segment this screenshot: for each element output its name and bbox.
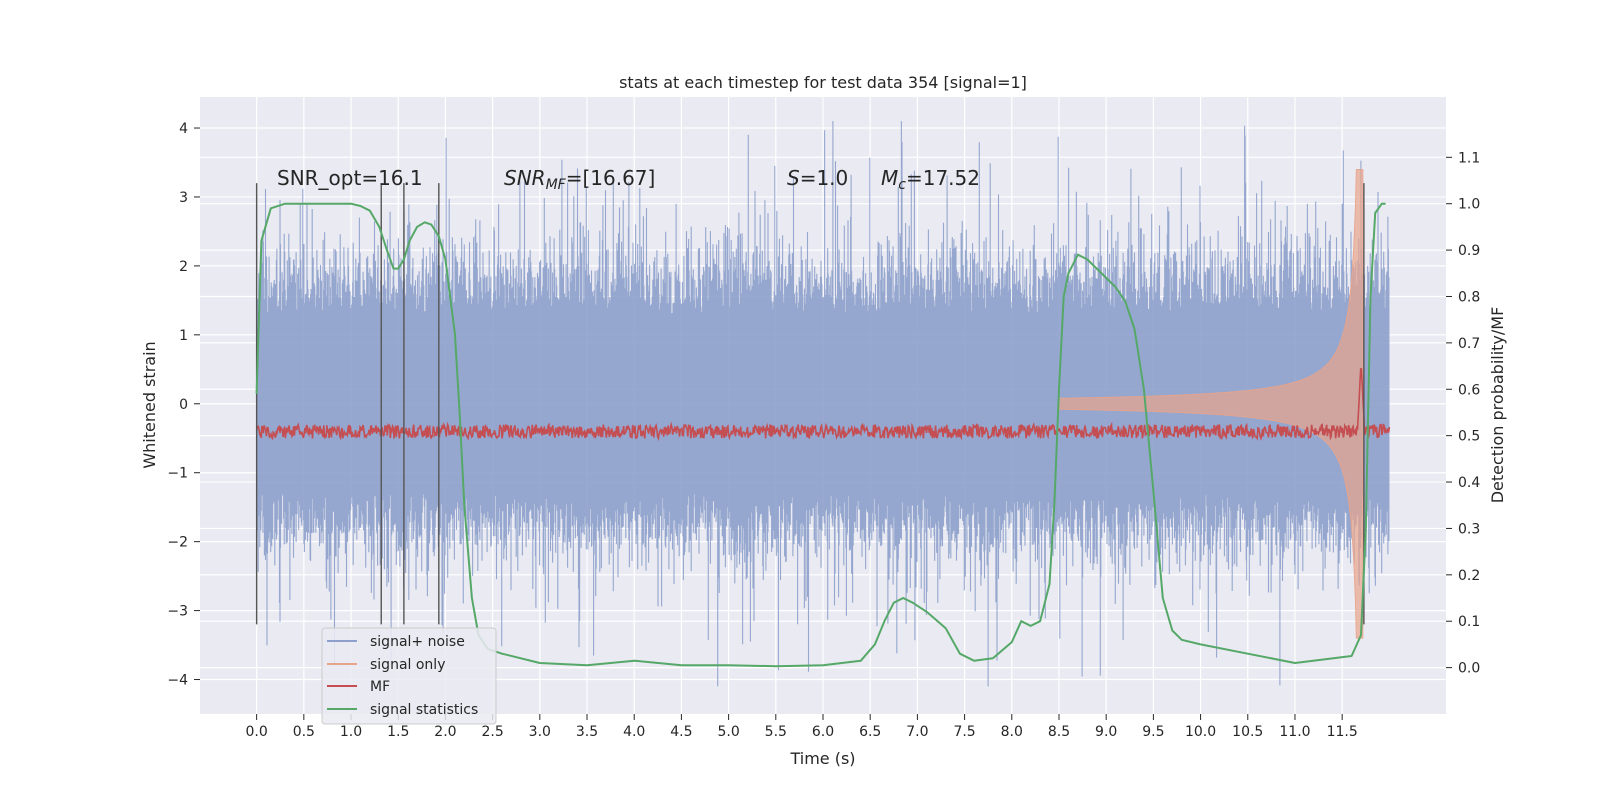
x-tick-label: 3.0: [529, 724, 551, 740]
x-tick-label: 1.5: [387, 724, 409, 740]
annotation-s-label: S: [787, 166, 800, 190]
annotation-snr-opt: SNR_opt=16.1: [277, 166, 423, 190]
x-tick-label: 0.5: [293, 724, 315, 740]
chart-title: stats at each timestep for test data 354…: [619, 73, 1027, 92]
y2-tick-label: 0.8: [1458, 289, 1480, 305]
series-signal-statistics: [255, 202, 1386, 668]
y2-tick-label: 1.1: [1458, 150, 1480, 166]
y-axis-label: Whitened strain: [140, 341, 159, 468]
x-tick-label: 11.0: [1279, 724, 1310, 740]
legend: signal+ noise signal only MF signal stat…: [321, 627, 497, 725]
annotation-snr-mf-sub: MF: [546, 177, 567, 193]
x-tick-label: 2.0: [434, 724, 456, 740]
x-tick-label: 10.0: [1185, 724, 1216, 740]
x-tick-label: 0.0: [246, 724, 268, 740]
x-tick-label: 6.5: [859, 724, 881, 740]
ticks: 0.0 0.5 1.0 1.5 2.0 2.5 3.0 3.5 4.0 4.5 5.0 5.5 6.0 6…: [167, 121, 1480, 740]
x-tick-label: 9.0: [1095, 724, 1117, 740]
annotation-s: S=1.0: [787, 166, 848, 190]
signal-statistics-line: [255, 202, 1386, 668]
y-tick-label: −2: [167, 535, 188, 551]
y-tick-label: −4: [167, 673, 188, 689]
x-tick-label: 6.0: [812, 724, 834, 740]
x-tick-label: 5.0: [717, 724, 739, 740]
y2-axis-label: Detection probability/MF: [1488, 307, 1507, 504]
x-tick-label: 10.5: [1232, 724, 1263, 740]
annotation-mc: Mc=17.52: [881, 166, 980, 193]
x-tick-label: 5.5: [765, 724, 787, 740]
legend-frame: [321, 627, 497, 725]
y2-tick-label: 0.2: [1458, 568, 1480, 584]
y2-tick-label: 0.6: [1458, 382, 1480, 398]
y2-tick-label: 0.5: [1458, 429, 1480, 445]
annotation-snr-mf-label: SNR: [504, 166, 546, 190]
series-mf: [255, 368, 1391, 442]
legend-label-signal-only: signal only: [370, 657, 445, 673]
y-tick-label: 1: [179, 328, 188, 344]
x-tick-label: 2.5: [481, 724, 503, 740]
y-tick-label: 2: [179, 259, 188, 275]
y2-tick-label: 0.4: [1458, 475, 1480, 491]
x-tick-label: 7.0: [906, 724, 928, 740]
y2-tick-label: 1.0: [1458, 197, 1480, 213]
legend-label-mf: MF: [370, 679, 390, 695]
x-tick-label: 8.0: [1001, 724, 1023, 740]
y2-tick-label: 0.0: [1458, 661, 1480, 677]
y2-tick-label: 0.9: [1458, 243, 1480, 259]
signal-only-envelope: [1058, 168, 1364, 639]
mf-line: [255, 368, 1391, 442]
y-tick-label: 0: [179, 397, 188, 413]
x-tick-label: 8.5: [1048, 724, 1070, 740]
y-tick-label: −3: [167, 604, 188, 620]
annotation-mc-value: =17.52: [906, 166, 980, 190]
x-tick-label: 7.5: [953, 724, 975, 740]
y-tick-label: 3: [179, 190, 188, 206]
series-signal-only: [1058, 168, 1364, 639]
x-axis-label: Time (s): [789, 749, 855, 768]
annotation-mc-sub: c: [898, 177, 906, 193]
y-tick-label: 4: [179, 121, 188, 137]
x-tick-label: 4.5: [670, 724, 692, 740]
y2-tick-label: 0.3: [1458, 521, 1480, 537]
x-tick-label: 9.5: [1142, 724, 1164, 740]
annotation-s-value: =1.0: [800, 166, 849, 190]
y2-tick-label: 0.7: [1458, 336, 1480, 352]
annotation-snr-mf-value: =[16.67]: [566, 166, 656, 190]
x-tick-label: 4.0: [623, 724, 645, 740]
x-tick-label: 1.0: [340, 724, 362, 740]
annotation-mc-label: M: [881, 166, 898, 190]
x-tick-label: 3.5: [576, 724, 598, 740]
y2-tick-label: 0.1: [1458, 614, 1480, 630]
x-tick-label: 11.5: [1327, 724, 1358, 740]
legend-label-signal-plus-noise: signal+ noise: [370, 634, 465, 650]
annotation-snr-mf: SNRMF=[16.67]: [504, 166, 655, 193]
legend-label-signal-statistics: signal statistics: [370, 702, 478, 718]
y-tick-label: −1: [167, 466, 188, 482]
